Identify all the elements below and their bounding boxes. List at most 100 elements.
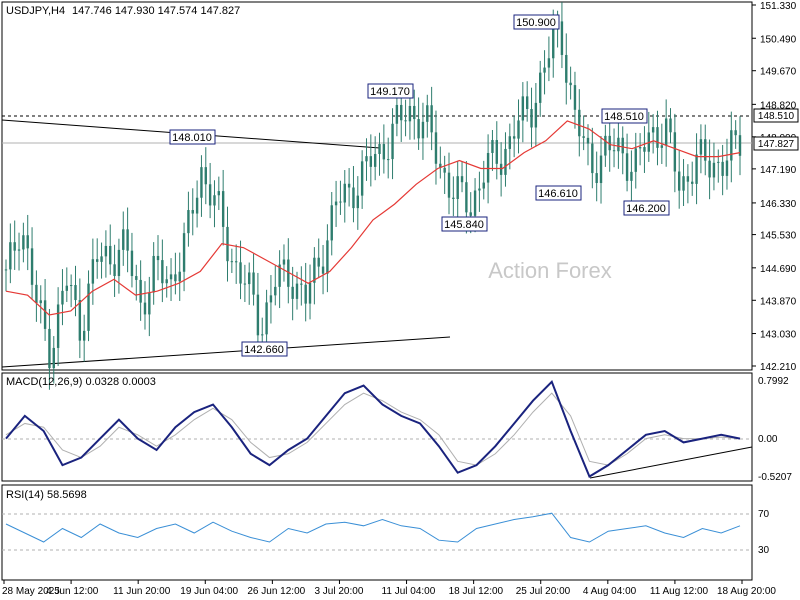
candle-body	[143, 302, 147, 315]
candle-body	[109, 245, 112, 265]
candle-body	[439, 163, 442, 168]
candle-body	[178, 271, 181, 282]
candle-body	[130, 250, 134, 277]
candle-body	[248, 272, 251, 285]
candle-body	[343, 183, 346, 203]
candle-body	[565, 54, 568, 83]
annotation-146200: 146.200	[623, 200, 670, 216]
candle-body	[308, 282, 312, 304]
candle-body	[547, 58, 551, 68]
svg-text:148.510: 148.510	[604, 111, 644, 123]
svg-text:147.827: 147.827	[758, 139, 795, 150]
time-tick-label: 19 Jun 04:00	[180, 586, 238, 597]
candle-body	[712, 162, 716, 178]
time-tick-label: 28 May 2025	[2, 586, 60, 597]
svg-text:148.010: 148.010	[172, 132, 212, 144]
candle-body	[252, 272, 255, 295]
time-tick-label: 3 Jul 20:00	[314, 586, 363, 597]
candle-body	[100, 256, 103, 262]
candle-body	[182, 233, 186, 272]
candle-body	[508, 136, 512, 149]
candle-body	[217, 191, 221, 196]
candle-body	[230, 261, 234, 263]
candle-body	[330, 205, 333, 241]
time-tick-label: 4 Aug 04:00	[583, 586, 637, 597]
watermark: Action Forex	[488, 258, 612, 283]
candle-body	[621, 137, 624, 154]
candle-body	[499, 163, 503, 175]
candle-body	[61, 290, 64, 305]
price-tick-label: 150.490	[760, 34, 797, 45]
price-tick-label: 149.670	[760, 67, 797, 78]
candle-body	[634, 148, 637, 172]
time-tick-label: 26 Jun 12:00	[247, 586, 305, 597]
candle-body	[421, 121, 425, 139]
candle-body	[599, 155, 603, 184]
annotation-149170: 149.170	[367, 83, 414, 99]
macd-main-line	[5, 379, 741, 478]
candle-body	[530, 109, 533, 128]
candle-body	[195, 197, 199, 214]
candle-body	[56, 304, 60, 348]
price-panel-frame	[1, 1, 753, 371]
time-tick-label: 11 Aug 12:00	[650, 586, 709, 597]
candle-body	[35, 284, 38, 304]
candle-body	[261, 334, 264, 336]
candle-body	[282, 259, 286, 265]
candle-body	[74, 285, 77, 301]
candle-body	[122, 229, 125, 250]
price-tick-label: 144.690	[760, 264, 797, 275]
svg-text:149.170: 149.170	[370, 86, 410, 98]
candle-body	[695, 154, 698, 184]
lower-trendline	[1, 336, 451, 368]
candle-body	[17, 249, 21, 251]
candle-body	[139, 279, 142, 303]
candle-body	[643, 147, 646, 152]
candle-body	[269, 295, 273, 303]
macd-axis-min: -0.5207	[758, 472, 792, 483]
candle-body	[113, 264, 116, 277]
candle-body	[617, 137, 620, 152]
candle-body	[365, 156, 368, 162]
candle-body	[9, 242, 12, 270]
candle-body	[208, 184, 212, 206]
candle-body	[404, 120, 407, 122]
annotation-148010: 148.010	[169, 129, 216, 145]
annotation-148510: 148.510	[601, 108, 648, 124]
time-tick-label: 18 Jul 12:00	[449, 586, 504, 597]
candle-body	[543, 67, 546, 73]
candle-body	[717, 161, 720, 163]
candle-body	[473, 190, 477, 216]
candle-body	[517, 120, 520, 139]
candle-body	[504, 148, 507, 175]
candle-body	[152, 255, 155, 293]
candle-body	[52, 347, 55, 369]
candle-body	[469, 212, 472, 216]
ohlc-readout: 147.746 147.930 147.574 147.827	[72, 5, 240, 17]
candle-body	[278, 264, 281, 287]
candle-body	[730, 130, 733, 161]
candle-body	[387, 159, 390, 161]
rsi-panel-frame	[1, 484, 753, 581]
time-tick-label: 11 Jul 04:00	[382, 586, 436, 597]
candle-body	[673, 132, 677, 172]
annotation-142660: 142.660	[241, 341, 288, 357]
candle-body	[291, 286, 294, 299]
candle-body	[69, 285, 73, 287]
candle-body	[356, 195, 359, 209]
candle-body	[586, 137, 590, 144]
candle-body	[300, 283, 303, 285]
candle-body	[686, 176, 690, 182]
price-axis: 151.330150.490149.670148.820148.000147.1…	[752, 1, 797, 373]
candle-body	[78, 300, 82, 341]
candle-body	[465, 182, 468, 213]
candle-body	[456, 176, 459, 199]
rsi-axis-70: 70	[758, 509, 770, 520]
price-tick-label: 143.030	[760, 330, 797, 341]
macd-trendline	[589, 446, 753, 479]
candle-body	[417, 119, 420, 139]
candle-body	[187, 210, 190, 234]
candle-body	[126, 229, 129, 251]
